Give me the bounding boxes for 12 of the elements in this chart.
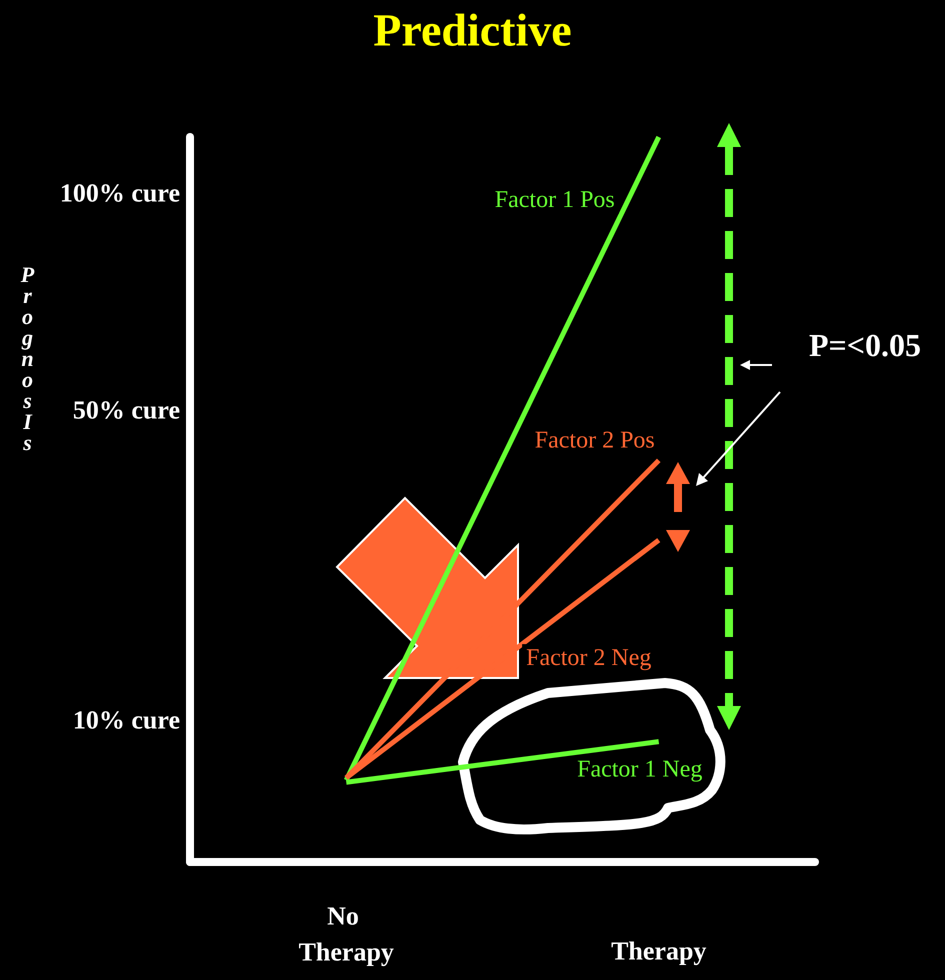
series-label: Factor 2 Pos — [534, 427, 655, 454]
text: 10% cure — [72, 706, 180, 734]
series-label: Factor 1 Pos — [494, 187, 615, 213]
series-label: Factor 1 Neg — [577, 756, 702, 783]
text: PrognosIs — [14, 262, 40, 451]
text: 100% cure — [60, 178, 180, 208]
series-label: Factor 2 Neg — [526, 645, 652, 672]
chart-title: Predictive — [373, 4, 572, 56]
x-tick-label: Therapy — [611, 936, 706, 966]
x-tick-label: No Therapy — [298, 902, 394, 966]
annotation: P=<0.05 — [808, 327, 922, 363]
text: 50% cure — [72, 396, 180, 424]
